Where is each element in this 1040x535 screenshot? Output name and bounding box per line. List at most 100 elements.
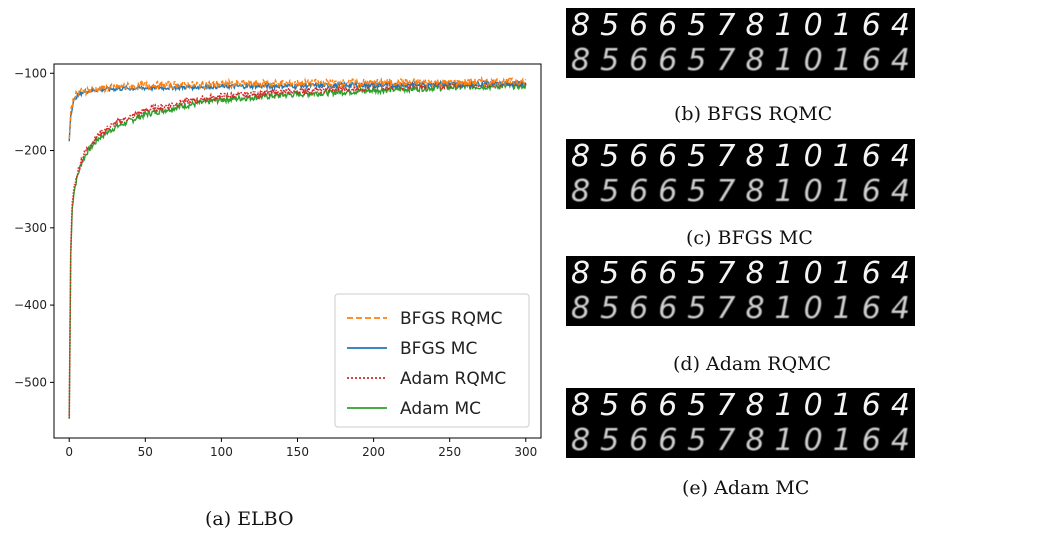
digit-image: 1 xyxy=(774,388,794,423)
digit-image: 4 xyxy=(890,256,910,291)
digit-image: 6 xyxy=(861,8,881,43)
digit-image: 0 xyxy=(803,388,823,423)
digit-image: 7 xyxy=(716,388,736,423)
digit-image: 4 xyxy=(890,174,910,209)
caption-bfgs-rqmc: (b) BFGS RQMC xyxy=(674,103,833,125)
digit-image: 0 xyxy=(803,423,823,458)
digit-image: 8 xyxy=(570,8,591,43)
digit-image: 0 xyxy=(803,139,823,174)
digit-image: 5 xyxy=(600,423,620,458)
digit-image: 8 xyxy=(745,8,765,43)
series-line-bfgs-rqmc xyxy=(68,75,527,139)
digit-image: 5 xyxy=(600,43,620,78)
digit-image: 1 xyxy=(774,291,794,326)
digit-image: 5 xyxy=(687,174,707,209)
digit-image: 5 xyxy=(600,388,620,423)
x-tick-label: 50 xyxy=(138,445,153,459)
digit-image: 0 xyxy=(803,8,823,43)
digit-image: 0 xyxy=(803,291,823,326)
digit-image: 7 xyxy=(716,256,736,291)
digit-image: 6 xyxy=(658,291,678,326)
caption-adam-mc: (e) Adam MC xyxy=(682,477,810,499)
digit-image: 8 xyxy=(745,388,765,423)
legend-label: BFGS MC xyxy=(400,339,477,359)
digit-image: 0 xyxy=(803,174,823,209)
digit-image: 5 xyxy=(687,423,707,458)
digit-image: 8 xyxy=(570,256,591,291)
digit-image: 1 xyxy=(832,291,852,326)
digit-image: 6 xyxy=(658,388,678,423)
y-tick-label: −100 xyxy=(14,66,47,80)
digit-image: 4 xyxy=(890,8,910,43)
x-tick-label: 100 xyxy=(210,445,233,459)
caption-elbo: (a) ELBO xyxy=(205,508,294,530)
digit-image: 1 xyxy=(832,43,852,78)
digit-image: 4 xyxy=(890,291,910,326)
series-line-adam-rqmc xyxy=(68,78,527,419)
digit-image: 4 xyxy=(890,423,910,458)
digit-image: 6 xyxy=(629,291,649,326)
digit-image: 0 xyxy=(803,43,823,78)
digit-image: 6 xyxy=(658,139,678,174)
digit-image: 1 xyxy=(832,174,852,209)
digit-image: 6 xyxy=(629,256,649,291)
digit-image: 6 xyxy=(629,139,649,174)
digit-image: 4 xyxy=(890,139,910,174)
digit-image: 1 xyxy=(832,256,852,291)
digit-image: 8 xyxy=(745,43,765,78)
digit-image: 5 xyxy=(600,139,620,174)
y-tick-label: −200 xyxy=(14,144,47,158)
digit-image: 6 xyxy=(629,423,649,458)
digit-image: 1 xyxy=(774,8,794,43)
digit-image: 6 xyxy=(861,291,881,326)
digit-image: 5 xyxy=(600,8,620,43)
digit-image: 5 xyxy=(600,174,620,209)
digit-image: 5 xyxy=(687,388,707,423)
digit-image: 8 xyxy=(745,139,765,174)
digit-image: 1 xyxy=(832,423,852,458)
digit-image: 7 xyxy=(716,139,736,174)
y-tick-label: −300 xyxy=(14,221,47,235)
digit-image: 1 xyxy=(832,139,852,174)
digit-image: 8 xyxy=(570,291,591,326)
caption-adam-rqmc: (d) Adam RQMC xyxy=(673,353,832,375)
digit-image: 1 xyxy=(774,174,794,209)
digit-image: 6 xyxy=(658,174,678,209)
digit-image: 6 xyxy=(658,8,678,43)
digit-image: 6 xyxy=(861,423,881,458)
digit-image: 5 xyxy=(600,256,620,291)
digit-image: 6 xyxy=(629,8,649,43)
digit-image: 0 xyxy=(803,256,823,291)
digit-image: 6 xyxy=(658,43,678,78)
legend-label: Adam MC xyxy=(400,399,481,419)
legend-label: BFGS RQMC xyxy=(400,309,503,329)
digit-image: 8 xyxy=(745,291,765,326)
series-line-adam-mc xyxy=(68,80,527,419)
digit-image: 5 xyxy=(687,139,707,174)
digit-image: 1 xyxy=(774,43,794,78)
digit-image: 6 xyxy=(658,256,678,291)
elbo-chart: 0 50 100 150 200 250 300 −100 −200 −300 −400 −500 BF… xyxy=(14,63,542,459)
x-tick-label: 300 xyxy=(514,445,537,459)
digit-image: 8 xyxy=(570,43,591,78)
x-tick-label: 150 xyxy=(286,445,309,459)
x-tick-label: 250 xyxy=(438,445,461,459)
y-tick-label: −500 xyxy=(14,375,47,389)
digit-image: 6 xyxy=(861,43,881,78)
legend-box xyxy=(334,293,530,428)
y-tick-label: −400 xyxy=(14,298,47,312)
digit-image: 7 xyxy=(716,8,736,43)
digit-image: 4 xyxy=(890,388,910,423)
digit-image: 8 xyxy=(570,388,591,423)
digit-image: 1 xyxy=(774,139,794,174)
digit-image: 7 xyxy=(716,291,736,326)
digit-image: 7 xyxy=(716,423,736,458)
